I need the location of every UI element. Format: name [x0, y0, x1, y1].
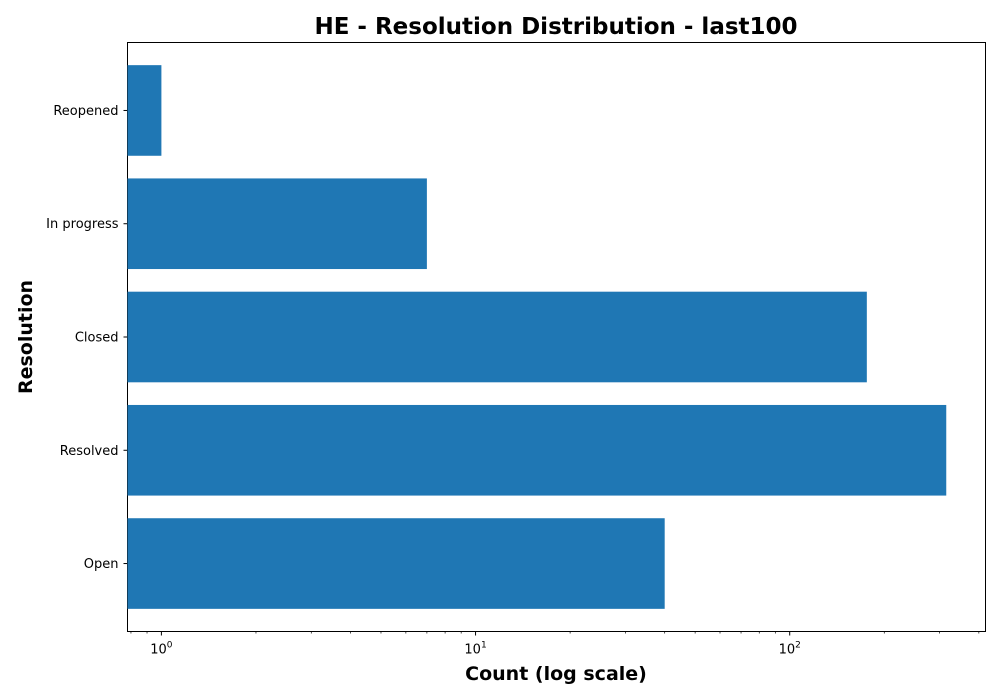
x-tick-label-10e2: 102 — [779, 641, 801, 658]
bar-reopened — [128, 65, 162, 156]
bar-open — [128, 518, 665, 609]
y-tick-label-closed: Closed — [75, 331, 119, 346]
bar-closed — [128, 292, 867, 383]
y-tick-label-resolved: Resolved — [60, 444, 119, 459]
x-axis-ticks: 100 101 102 — [131, 632, 979, 658]
y-tick-label-reopened: Reopened — [53, 104, 118, 119]
y-axis-ticks: Open Resolved Closed In progress Reopened — [46, 104, 127, 572]
bars-group — [128, 65, 947, 609]
y-tick-label-in-progress: In progress — [46, 217, 119, 232]
x-axis-title: Count (log scale) — [465, 663, 647, 685]
x-tick-label-10e0: 100 — [150, 641, 173, 658]
bar-resolved — [128, 405, 947, 496]
x-tick-label-10e1: 101 — [464, 641, 486, 658]
chart-title: HE - Resolution Distribution - last100 — [314, 14, 797, 40]
y-axis-title: Resolution — [15, 280, 37, 394]
y-tick-label-open: Open — [84, 557, 119, 572]
bar-in-progress — [128, 178, 427, 269]
